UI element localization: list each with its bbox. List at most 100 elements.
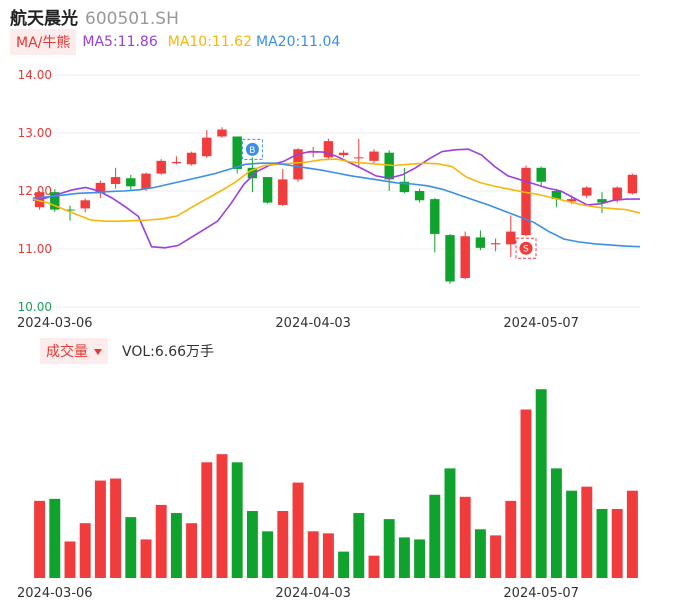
candle-body (430, 199, 440, 234)
volume-bar (353, 513, 365, 578)
marker-dot (519, 241, 533, 255)
volume-bar (626, 490, 638, 578)
candle-body (597, 199, 607, 203)
candle (95, 180, 106, 198)
volume-bar (307, 531, 319, 578)
volume-date-tick-label: 2024-03-06 (17, 586, 93, 601)
ma5-value: MA5:11.86 (82, 34, 158, 50)
candle (156, 159, 166, 175)
volume-bar (505, 500, 517, 578)
candle-body (232, 136, 242, 169)
volume-bar (459, 496, 471, 578)
candle-body (293, 149, 303, 180)
candle-body (369, 151, 379, 161)
candle (521, 165, 531, 237)
candle-body (521, 167, 531, 236)
candlestick-chart[interactable]: 14.00 13.00 12.00 11.00 10.00 2024-03-06 2024-… (0, 0, 686, 330)
candle (582, 186, 592, 198)
candle (323, 138, 334, 159)
price-tick-label: 12.00 (18, 184, 52, 198)
volume-bar (201, 462, 213, 578)
candle (460, 231, 470, 280)
candle-body (338, 152, 349, 156)
volume-indicator-label: 成交量 (46, 344, 88, 360)
candle-body (445, 235, 455, 282)
candle-body (506, 231, 516, 245)
volume-bar (611, 508, 623, 578)
volume-bar (155, 504, 167, 578)
candle (430, 197, 440, 253)
candle (141, 172, 151, 191)
volume-bar (474, 529, 486, 578)
volume-bar (368, 555, 380, 578)
ma-legend: MA/牛熊 MA5:11.86 MA10:11.62 MA20:11.04 (10, 29, 341, 55)
candle-body (323, 141, 334, 158)
ma20-line (32, 162, 641, 248)
volume-bar (550, 468, 562, 578)
buy-marker: B (241, 138, 263, 160)
candle (384, 150, 394, 191)
candle-body (566, 199, 577, 202)
volume-bar (535, 389, 547, 578)
candle-body (217, 129, 227, 137)
candle-body (612, 187, 622, 201)
candle (369, 149, 379, 165)
date-tick-label: 2024-04-03 (275, 316, 351, 330)
marker-frame (241, 138, 263, 160)
ma20-value: MA20:11.04 (256, 34, 341, 50)
candle-body (186, 152, 197, 165)
ma10-line (32, 158, 641, 222)
candle-body (354, 157, 364, 159)
sell-marker: S (515, 237, 537, 259)
volume-bar (231, 462, 243, 578)
volume-bar (414, 539, 426, 578)
ma-indicator-button[interactable]: MA/牛熊 (10, 29, 77, 55)
marker-frame (515, 237, 537, 259)
candle-body (460, 236, 470, 278)
candle (506, 215, 516, 258)
candle-body (110, 177, 121, 185)
volume-legend: 成交量 VOL:6.66万手 (40, 338, 214, 364)
candle-body (141, 173, 151, 189)
volume-bar (581, 486, 593, 578)
candle-body (171, 162, 182, 164)
candle-body (202, 137, 212, 157)
candle-body (414, 191, 425, 201)
candle (278, 168, 288, 207)
volume-indicator-button[interactable]: 成交量 (40, 338, 108, 364)
date-tick-label: 2024-03-06 (17, 316, 93, 330)
volume-bar (322, 533, 334, 578)
volume-bar (64, 541, 76, 578)
date-tick-label: 2024-05-07 (503, 316, 579, 330)
stock-name: 航天晨光 (10, 9, 78, 29)
volume-date-tick-label: 2024-04-03 (275, 586, 351, 601)
candle-body (490, 243, 501, 245)
marker-label: S (523, 245, 529, 255)
candle-body (582, 187, 592, 196)
candle (50, 189, 60, 212)
volume-bar (566, 490, 578, 578)
volume-bar (277, 511, 289, 578)
volume-bar (170, 513, 182, 578)
price-tick-label: 10.00 (18, 300, 52, 314)
candle (110, 167, 121, 189)
candle-body (278, 179, 288, 205)
candle (80, 198, 90, 213)
candle-body (384, 152, 394, 180)
caret-down-icon (94, 349, 102, 355)
candle (202, 130, 212, 158)
volume-bar (34, 500, 46, 578)
candle (126, 174, 136, 190)
candle (490, 238, 501, 252)
candle-body (65, 209, 75, 211)
volume-bar (79, 523, 91, 578)
marker-label: B (249, 146, 255, 156)
candle (171, 156, 182, 165)
volume-bar (444, 468, 456, 578)
volume-bar (94, 480, 106, 578)
candle-body (95, 182, 106, 194)
volume-bar (125, 517, 137, 578)
candle-body (399, 181, 410, 193)
candle-body (50, 192, 60, 210)
candle-body (247, 167, 258, 179)
